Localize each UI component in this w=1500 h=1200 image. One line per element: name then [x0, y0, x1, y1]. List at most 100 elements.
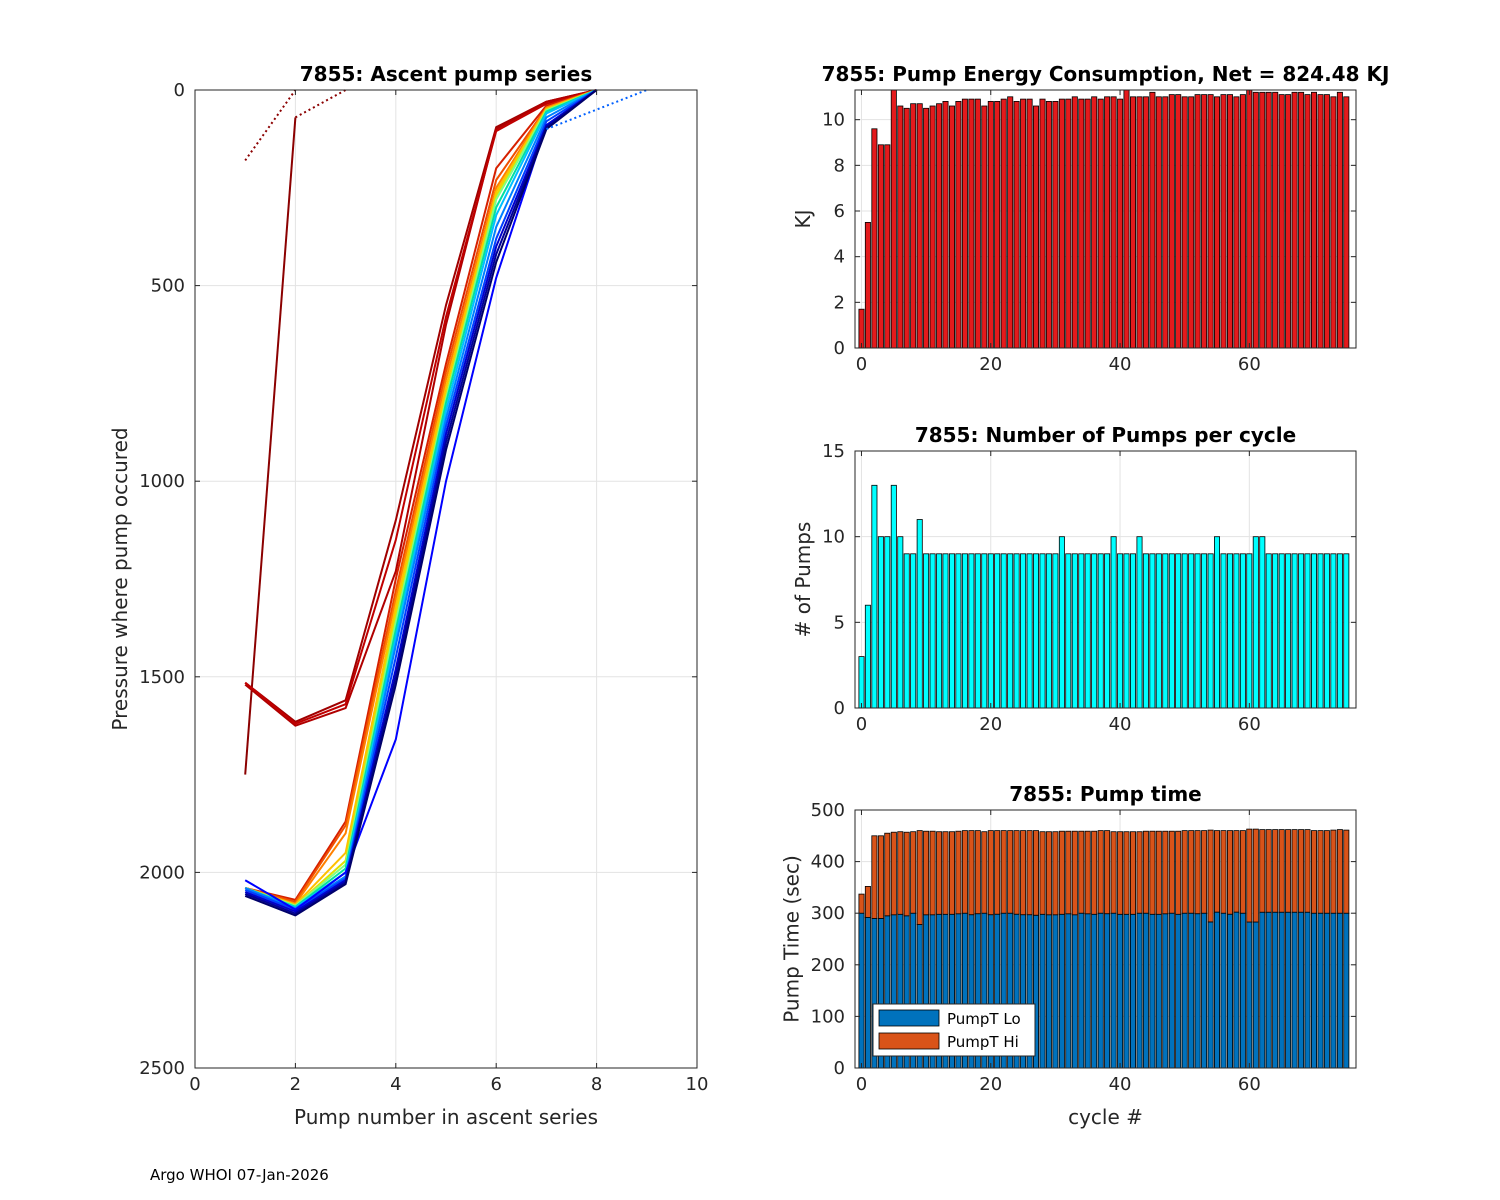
bar [929, 105, 936, 349]
bar [1078, 553, 1085, 709]
y-tick-label: 500 [811, 800, 845, 821]
bar [1252, 91, 1259, 349]
bar [1175, 94, 1182, 349]
y-tick-label: 6 [834, 201, 845, 222]
chart-title: 7855: Number of Pumps per cycle [915, 423, 1296, 447]
series-line [244, 89, 598, 909]
bar [1323, 94, 1330, 349]
bar [1045, 553, 1052, 709]
bar [1052, 101, 1059, 349]
bar [1110, 912, 1117, 1069]
y-tick-label: 2000 [139, 862, 185, 883]
x-tick-label: 40 [1109, 714, 1132, 735]
bar [1020, 98, 1027, 349]
bar [1007, 553, 1014, 709]
bar [1239, 94, 1246, 349]
bar [1188, 830, 1195, 914]
x-tick-label: 60 [1238, 354, 1261, 375]
bar [1104, 913, 1111, 1069]
bars-group [858, 484, 1350, 709]
bar [858, 912, 865, 1069]
bar [1285, 911, 1292, 1069]
bar [1227, 830, 1234, 915]
bar [897, 105, 904, 349]
bar [1207, 553, 1214, 709]
bar [877, 536, 884, 709]
y-tick-label: 15 [822, 441, 845, 462]
bar [864, 886, 871, 918]
bar [1117, 98, 1124, 349]
bar [929, 830, 936, 916]
bar [1123, 89, 1130, 349]
x-tick-label: 4 [390, 1074, 401, 1095]
series-line [244, 89, 598, 913]
bar [1317, 553, 1324, 709]
bar [1304, 829, 1311, 913]
bar [1181, 96, 1188, 349]
bar [1336, 91, 1343, 349]
bar [1039, 831, 1046, 915]
bar [1214, 830, 1221, 913]
bar [1058, 98, 1065, 349]
x-tick-label: 8 [591, 1074, 602, 1095]
bar [910, 553, 917, 709]
bar [936, 103, 943, 349]
x-tick-label: 0 [189, 1074, 200, 1095]
bar [974, 830, 981, 915]
bar [1330, 553, 1337, 709]
bar [1311, 830, 1318, 914]
bar [1265, 911, 1272, 1069]
bar [1110, 536, 1117, 709]
bar [884, 144, 891, 349]
bar [1252, 828, 1259, 923]
bar [1298, 553, 1305, 709]
series-line [244, 89, 598, 917]
bar [1026, 553, 1033, 709]
bar [1084, 830, 1091, 915]
bar [961, 98, 968, 349]
y-tick-label: 1000 [139, 471, 185, 492]
bar [877, 835, 884, 919]
bar [1013, 101, 1020, 349]
bar [1336, 553, 1343, 709]
bar [1278, 553, 1285, 709]
bar [929, 553, 936, 709]
bar [1227, 94, 1234, 349]
x-tick-label: 60 [1238, 714, 1261, 735]
y-tick-label: 4 [834, 247, 845, 268]
bar [1033, 105, 1040, 349]
x-tick-label: 0 [856, 1074, 867, 1095]
bar [1188, 553, 1195, 709]
chart-pumptime: 0 20 40 60 0 100 200 300 400 500 7855: Pump time cy… [780, 782, 1357, 1129]
series-line [244, 89, 597, 907]
bar [1207, 829, 1214, 923]
bar [1155, 830, 1162, 915]
bar [1065, 830, 1072, 915]
bar [923, 553, 930, 709]
bar [1246, 89, 1253, 349]
bar [1136, 536, 1143, 709]
series-line [244, 89, 597, 901]
bar [1097, 553, 1104, 709]
bar [1317, 912, 1324, 1069]
bar [903, 107, 910, 349]
legend: PumpT Lo PumpT Hi [872, 1003, 1036, 1057]
bar [1142, 96, 1149, 349]
bar [1097, 830, 1104, 914]
bar [968, 830, 975, 916]
bar [890, 89, 897, 349]
bar [1071, 830, 1078, 916]
chart-pumps: 0 20 40 60 0 5 10 15 7855: Number of Pumps per c… [791, 423, 1357, 735]
bar [949, 553, 956, 709]
y-tick-label: 400 [811, 852, 845, 873]
bar [1104, 96, 1111, 349]
bar [1252, 536, 1259, 709]
y-tick-label: 8 [834, 155, 845, 176]
bar [1052, 553, 1059, 709]
chart-energy: 0 20 40 60 0 2 4 6 8 10 7855: Pump Energy Consumpt… [791, 62, 1389, 375]
x-axis-label: Pump number in ascent series [294, 1105, 598, 1129]
bar [1084, 98, 1091, 349]
bar [1188, 912, 1195, 1069]
bar [1110, 831, 1117, 914]
series-line [244, 89, 597, 725]
